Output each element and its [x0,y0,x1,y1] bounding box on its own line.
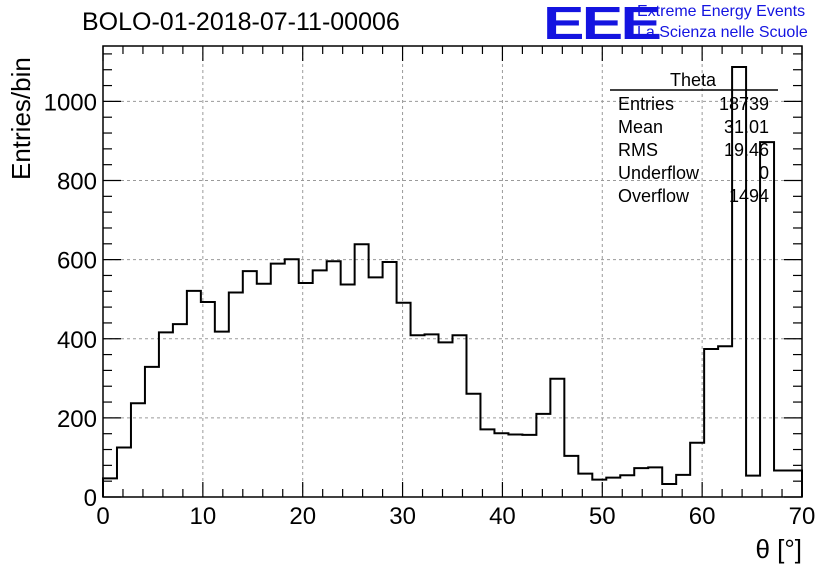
histogram-bin [662,484,676,497]
x-tick-label: 70 [789,503,816,530]
x-tick-label: 0 [96,503,109,530]
x-tick-label: 50 [589,503,616,530]
x-tick-label: 10 [190,503,217,530]
logo-line-1: Extreme Energy Events [637,3,806,20]
histogram-bin [718,346,732,497]
x-axis-label: θ [°] [755,534,802,564]
y-axis-label: Entries/bin [6,57,36,180]
histogram-bin [229,292,243,497]
histogram-bin [215,332,229,497]
histogram-bin [480,429,494,497]
histogram-bin [299,283,313,497]
histogram-bin [676,475,690,497]
histogram-bin [648,467,662,497]
y-tick-label: 200 [57,406,97,433]
histogram-bin [508,434,522,497]
y-tick-label: 400 [57,327,97,354]
x-tick-label: 30 [389,503,416,530]
histogram-bin [341,285,355,497]
histogram-bin [327,261,341,497]
stats-value: 0 [759,163,769,183]
histogram-bin [257,284,271,497]
histogram-bin [704,349,718,497]
histogram-bin [606,478,620,497]
stats-label: Underflow [618,163,700,183]
stats-label: Overflow [618,186,690,206]
histogram-bin [634,468,648,497]
eee-logo-mark: EEE [543,0,662,49]
histogram-bin [397,303,411,497]
stats-value: 1494 [729,186,769,206]
stats-value: 31.01 [724,117,769,137]
histogram-bin [453,335,467,497]
stats-value: 19.46 [724,140,769,160]
histogram-bin [173,324,187,497]
stats-title: Theta [670,70,717,90]
histogram-bin [564,456,578,497]
x-tick-label: 20 [289,503,316,530]
histogram-bin [187,291,201,497]
y-axis-ticks: 0 200 400 600 800 1000 [44,53,802,512]
histogram-bin [746,476,760,497]
histogram-bin [355,244,369,497]
grid-lines [103,46,802,497]
stats-label: Entries [618,94,674,114]
histogram-bin [550,379,564,497]
histogram-bin [536,414,550,497]
histogram-bin [131,403,145,497]
histogram-bin [439,342,453,497]
histogram-bin [271,264,285,497]
y-tick-label: 0 [84,485,97,512]
histogram-bin [383,262,397,497]
plot-frame [102,45,803,498]
logo-line-2: La Scienza nelle Scuole [637,24,808,41]
histogram-bin [425,334,439,497]
histogram-bin [578,474,592,497]
stats-label: RMS [618,140,658,160]
y-tick-label: 600 [57,248,97,275]
x-axis-ticks: 0 10 20 30 40 50 60 70 [96,46,815,530]
histogram-bin [466,394,480,497]
histogram-line [102,65,803,497]
histogram-bin [117,448,131,497]
stats-label: Mean [618,117,663,137]
y-tick-label: 800 [57,169,97,196]
histogram-bin [285,259,299,497]
plot-border [102,45,803,498]
histogram-bin [522,435,536,497]
histogram-bin [592,480,606,497]
histogram-bin [494,433,508,497]
x-tick-label: 40 [489,503,516,530]
histogram-bin [369,277,383,497]
histogram-bin [159,332,173,497]
histogram-bin [313,270,327,497]
histogram-bin [201,302,215,497]
histogram-series [102,65,803,497]
stats-box: Theta Entries 18739 Mean 31.01 RMS 19.46 Underf… [610,70,778,206]
histogram-bin [411,335,425,497]
stats-value: 18739 [719,94,769,114]
x-tick-label: 60 [689,503,716,530]
histogram-bin [243,271,257,497]
histogram-bin [788,470,802,497]
chart-title: BOLO-01-2018-07-11-00006 [82,8,400,36]
histogram-bin [145,367,159,497]
histogram-bin [774,470,788,497]
y-tick-label: 1000 [44,89,97,116]
